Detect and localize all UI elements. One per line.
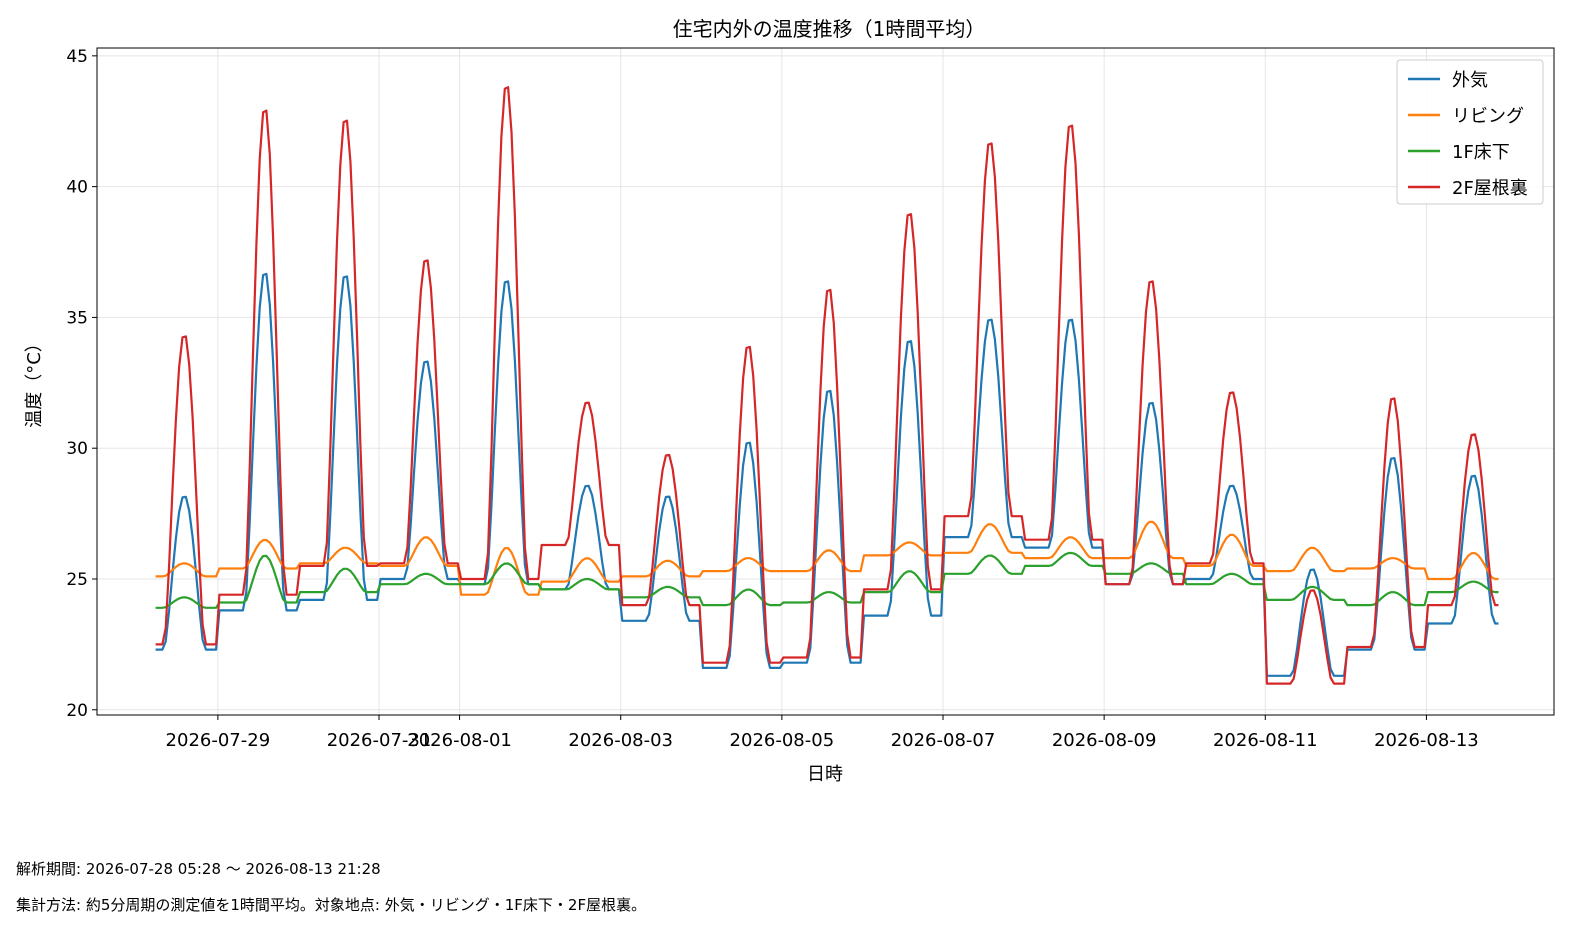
y-tick-label: 20 — [66, 701, 88, 721]
y-tick-label: 40 — [66, 178, 88, 198]
x-tick-label: 2026-08-09 — [1052, 730, 1157, 751]
series-line-2 — [155, 551, 1499, 609]
y-tick-label: 25 — [66, 570, 88, 590]
y-tick-label: 35 — [66, 308, 88, 328]
y-tick-label: 45 — [66, 47, 88, 67]
legend-label: 外気 — [1452, 70, 1488, 91]
chart-title: 住宅内外の温度推移（1時間平均） — [673, 17, 986, 41]
series-line-3 — [155, 86, 1499, 685]
legend-frame — [1396, 59, 1544, 205]
x-tick-label: 2026-07-31 — [327, 730, 432, 751]
x-tick-label: 2026-08-03 — [568, 730, 673, 751]
x-tick-label: 2026-08-11 — [1213, 730, 1318, 751]
x-tick-label: 2026-08-05 — [730, 730, 835, 751]
plot-frame — [96, 47, 1555, 716]
x-tick-label: 2026-08-07 — [891, 730, 996, 751]
x-axis-label: 日時 — [807, 764, 843, 785]
x-tick-label: 2026-08-13 — [1374, 730, 1479, 751]
x-tick-label: 2026-08-01 — [407, 730, 512, 751]
series-line-1 — [155, 520, 1499, 596]
temperature-chart: 住宅内外の温度推移（1時間平均） 20 25 30 35 40 45 2026-07-29… — [24, 17, 1555, 785]
x-tick-label: 2026-07-29 — [166, 730, 271, 751]
aggregation-method-caption: 集計方法: 約5分周期の測定値を1時間平均。対象地点: 外気・リビング・1F床下… — [16, 896, 647, 914]
y-axis-label: 温度（°C） — [24, 334, 45, 428]
analysis-period-caption: 解析期間: 2026-07-28 05:28 〜 2026-08-13 21:2… — [16, 860, 381, 878]
y-axis: 20 25 30 35 40 45 — [66, 47, 97, 721]
series-lines — [155, 86, 1499, 685]
y-tick-label: 30 — [66, 439, 88, 459]
legend-label: 2F屋根裏 — [1452, 178, 1528, 199]
legend-label: 1F床下 — [1452, 142, 1510, 163]
legend-label: リビング — [1452, 106, 1524, 127]
grid-lines — [97, 48, 1554, 715]
